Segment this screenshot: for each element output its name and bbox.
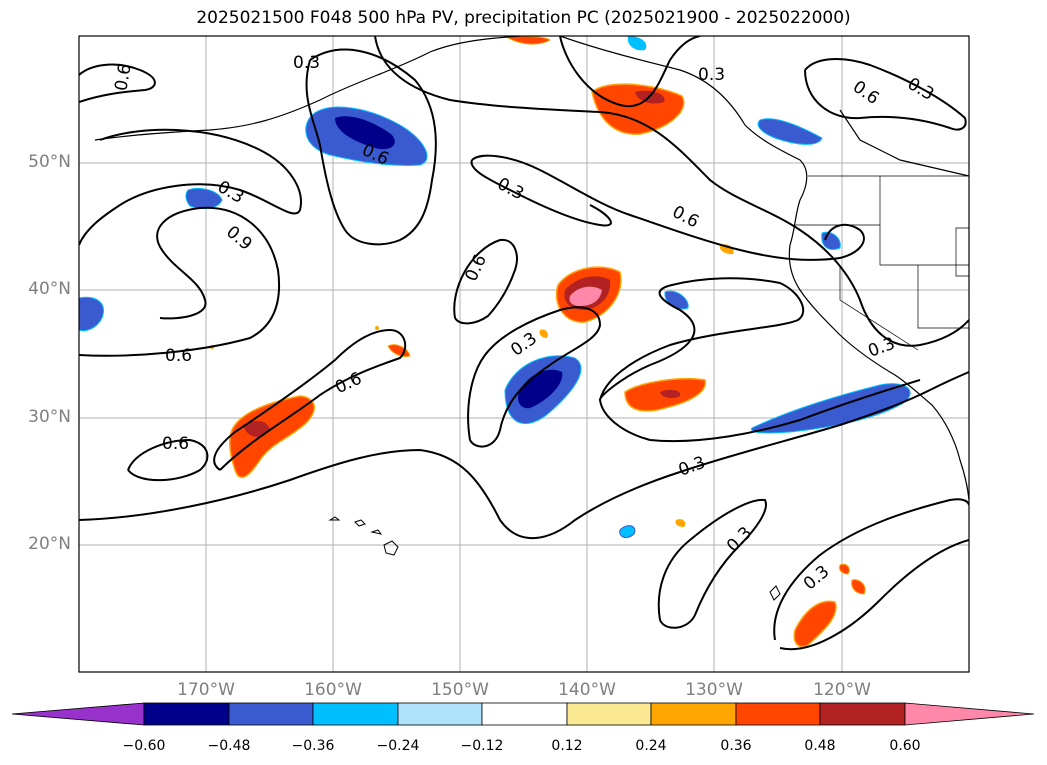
lon-label: 130°W [685,680,743,700]
contour-label: 0.6 [849,77,883,109]
state-borders [795,175,969,351]
contour-label: 0.6 [162,434,189,454]
contour-label: 0.3 [494,174,527,204]
colorbar-swatch [397,702,483,726]
colorbar-tick: −0.24 [376,738,420,754]
contour-label: 0.3 [507,329,541,361]
contour-label: 0.3 [723,523,756,556]
colorbar-tick: −0.48 [207,738,251,754]
pv-contours [79,36,969,651]
hawaiian-islands [328,516,399,556]
contour-label: 0.6 [461,252,491,285]
colorbar-swatch [566,702,652,726]
colorbar-swatch [481,702,568,726]
colorbar-tick: −0.12 [460,738,504,754]
colorbar-tick: 0.12 [551,738,583,754]
lon-label: 140°W [558,680,616,700]
contour-label: 0.6 [669,202,702,232]
colorbar-tick: 0.24 [635,738,667,754]
contour-label: 0.3 [676,453,708,481]
colorbar-tick: −0.36 [291,738,335,754]
lat-label: 20°N [28,534,71,554]
lon-label: 120°W [813,680,871,700]
contour-label: 0.3 [904,74,937,105]
colorbar-extend-low [11,702,145,726]
contour-label: 0.9 [222,222,256,255]
lon-label: 170°W [177,680,235,700]
lon-label: 150°W [431,680,489,700]
island-outline [769,585,781,601]
lat-label: 50°N [28,152,71,172]
contour-label: 0.6 [165,346,192,366]
colorbar-tick: 0.60 [889,738,921,754]
colorbar [11,702,1035,726]
colorbar-swatch [228,702,314,726]
lat-label: 40°N [28,279,71,299]
precip-positive-areas [210,36,866,648]
colorbar-extend-high [904,702,1035,726]
colorbar-tick: −0.60 [122,738,166,754]
map-title: 2025021500 F048 500 hPa PV, precipitatio… [196,8,851,28]
contour-label: 0.3 [293,53,320,73]
coastlines [94,36,969,501]
colorbar-tick: 0.36 [720,738,752,754]
colorbar-swatch [819,702,906,726]
lon-label: 160°W [304,680,362,700]
map-frame [78,35,970,673]
precip-negative-areas [79,36,911,538]
colorbar-swatch [650,702,737,726]
lat-label: 30°N [28,407,71,427]
contour-label: 0.3 [800,562,834,595]
colorbar-tick: 0.48 [804,738,836,754]
contour-label: 0.3 [698,65,725,85]
colorbar-swatch [312,702,399,726]
colorbar-swatch [143,702,230,726]
contour-label: 0.6 [111,62,135,92]
colorbar-swatch [735,702,821,726]
contour-label: 0.3 [866,334,898,362]
